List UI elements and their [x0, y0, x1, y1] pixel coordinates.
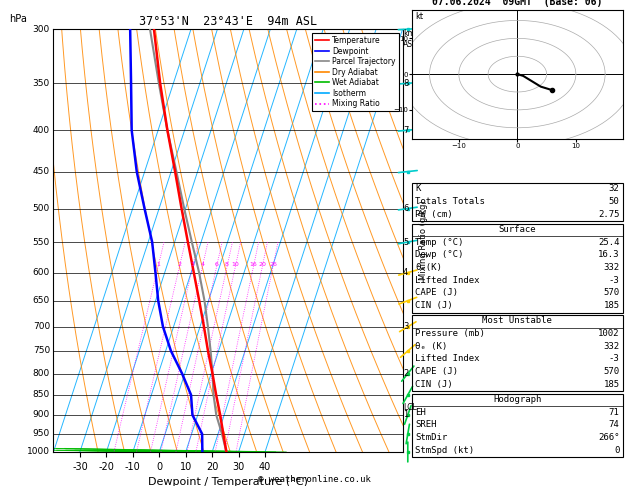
- Text: 25.4: 25.4: [598, 238, 620, 246]
- Text: Hodograph: Hodograph: [493, 395, 542, 404]
- Text: 71: 71: [609, 408, 620, 417]
- Text: 750: 750: [33, 347, 50, 355]
- Text: 185: 185: [603, 301, 620, 310]
- Text: Temp (°C): Temp (°C): [415, 238, 464, 246]
- Text: 500: 500: [33, 204, 50, 213]
- Text: 50: 50: [609, 197, 620, 206]
- Text: 1002: 1002: [598, 329, 620, 338]
- Text: Lifted Index: Lifted Index: [415, 354, 480, 364]
- Text: -3: -3: [609, 276, 620, 285]
- Text: km
ASL: km ASL: [403, 29, 417, 49]
- Text: hPa: hPa: [9, 14, 27, 24]
- Text: 4: 4: [201, 261, 204, 267]
- Text: 400: 400: [33, 126, 50, 135]
- Text: Mixing Ratio (g/kg): Mixing Ratio (g/kg): [419, 201, 428, 280]
- Text: 26: 26: [269, 261, 277, 267]
- Text: 32: 32: [609, 184, 620, 193]
- Text: 2: 2: [403, 369, 408, 378]
- Text: Lifted Index: Lifted Index: [415, 276, 480, 285]
- X-axis label: Dewpoint / Temperature (°C): Dewpoint / Temperature (°C): [148, 477, 308, 486]
- Text: 450: 450: [33, 167, 50, 176]
- Text: 700: 700: [33, 322, 50, 331]
- Text: 600: 600: [33, 268, 50, 277]
- Text: kt: kt: [415, 12, 423, 20]
- Text: CAPE (J): CAPE (J): [415, 367, 458, 376]
- Legend: Temperature, Dewpoint, Parcel Trajectory, Dry Adiabat, Wet Adiabat, Isotherm, Mi: Temperature, Dewpoint, Parcel Trajectory…: [313, 33, 399, 111]
- Text: SREH: SREH: [415, 420, 437, 429]
- Text: 950: 950: [33, 430, 50, 438]
- Text: 570: 570: [603, 288, 620, 297]
- Text: Dewp (°C): Dewp (°C): [415, 250, 464, 259]
- Text: 800: 800: [33, 369, 50, 378]
- Text: 7: 7: [403, 126, 408, 135]
- Text: 10: 10: [231, 261, 239, 267]
- Text: CIN (J): CIN (J): [415, 380, 453, 389]
- Text: 350: 350: [33, 79, 50, 88]
- Text: PW (cm): PW (cm): [415, 209, 453, 219]
- Text: 332: 332: [603, 263, 620, 272]
- Text: 650: 650: [33, 296, 50, 305]
- Text: 16: 16: [250, 261, 257, 267]
- Text: StmSpd (kt): StmSpd (kt): [415, 446, 474, 455]
- Text: © weatheronline.co.uk: © weatheronline.co.uk: [258, 474, 371, 484]
- Text: 1: 1: [403, 411, 408, 419]
- Text: 6: 6: [214, 261, 218, 267]
- Text: 0: 0: [614, 446, 620, 455]
- Text: 900: 900: [33, 411, 50, 419]
- Text: 6: 6: [403, 204, 408, 213]
- Text: 550: 550: [33, 238, 50, 246]
- Text: 2: 2: [177, 261, 181, 267]
- Text: 07.06.2024  09GMT  (Base: 06): 07.06.2024 09GMT (Base: 06): [432, 0, 603, 7]
- Text: CAPE (J): CAPE (J): [415, 288, 458, 297]
- Text: 300: 300: [33, 25, 50, 34]
- Text: 4: 4: [403, 268, 408, 277]
- Text: K: K: [415, 184, 421, 193]
- Text: 74: 74: [609, 420, 620, 429]
- Text: 332: 332: [603, 342, 620, 350]
- Text: StmDir: StmDir: [415, 433, 447, 442]
- Text: 20: 20: [259, 261, 266, 267]
- Text: 3: 3: [403, 322, 408, 331]
- Text: Most Unstable: Most Unstable: [482, 316, 552, 325]
- Text: Surface: Surface: [499, 225, 536, 234]
- Text: θₑ (K): θₑ (K): [415, 342, 447, 350]
- Text: 1: 1: [156, 261, 160, 267]
- Text: 850: 850: [33, 390, 50, 399]
- Text: 8: 8: [403, 79, 408, 88]
- Title: 37°53'N  23°43'E  94m ASL: 37°53'N 23°43'E 94m ASL: [139, 15, 317, 28]
- Text: 16.3: 16.3: [598, 250, 620, 259]
- Text: EH: EH: [415, 408, 426, 417]
- Text: CIN (J): CIN (J): [415, 301, 453, 310]
- Text: 3: 3: [191, 261, 194, 267]
- Text: -3: -3: [609, 354, 620, 364]
- Text: 8: 8: [225, 261, 229, 267]
- Text: 5: 5: [403, 238, 408, 246]
- Text: 1000: 1000: [27, 448, 50, 456]
- Text: 185: 185: [603, 380, 620, 389]
- Text: 266°: 266°: [598, 433, 620, 442]
- Text: 570: 570: [603, 367, 620, 376]
- Text: θₑ(K): θₑ(K): [415, 263, 442, 272]
- Text: LCL: LCL: [403, 402, 416, 412]
- Text: Pressure (mb): Pressure (mb): [415, 329, 485, 338]
- Text: 2.75: 2.75: [598, 209, 620, 219]
- Text: Totals Totals: Totals Totals: [415, 197, 485, 206]
